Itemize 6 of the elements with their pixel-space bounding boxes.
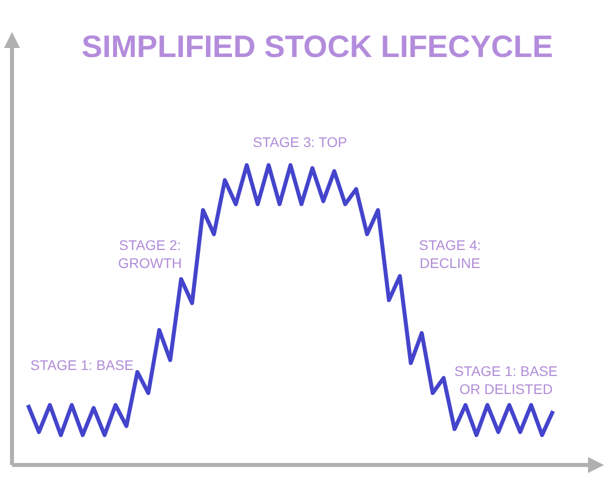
annotation: STAGE 4: DECLINE	[419, 236, 481, 271]
text: STAGE 3: TOP	[252, 134, 348, 150]
chart-title: SIMPLIFIED STOCK LIFECYCLE	[82, 29, 553, 64]
annotation: STAGE 2: GROWTH	[118, 236, 182, 271]
annotation: STAGE 1: BASE	[30, 356, 134, 373]
annotation: STAGE 1: BASE OR DELISTED	[454, 362, 558, 397]
